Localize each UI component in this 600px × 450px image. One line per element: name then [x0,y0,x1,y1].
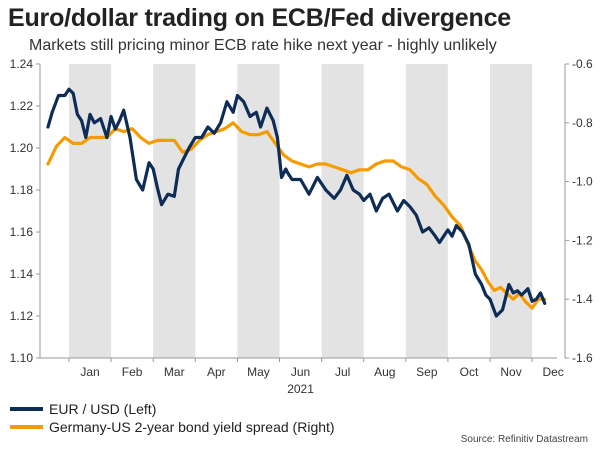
right-tick-label: -0.6 [572,57,593,71]
left-tick-label: 1.20 [10,141,34,155]
x-tick-label: Aug [374,365,395,379]
x-tick-label: Nov [500,365,521,379]
right-tick-label: -0.8 [572,116,593,130]
right-tick-label: -1.4 [572,292,593,306]
source-note: Source: Refinitiv Datastream [460,434,588,445]
legend-swatch-eurusd [10,407,43,411]
shaded-month-band-1 [153,64,196,358]
chart-legend: EUR / USD (Left) Germany-US 2-year bond … [10,400,335,436]
x-tick-label: Mar [164,365,185,379]
series-line-eurusd [46,87,547,318]
series-line-spread [46,121,547,310]
left-tick-label: 1.12 [10,309,34,323]
x-tick-label: Feb [122,365,143,379]
legend-label-spread: Germany-US 2-year bond yield spread (Rig… [49,419,335,435]
legend-swatch-spread [10,425,43,429]
x-axis-year-label: 2021 [287,382,314,396]
left-tick-label: 1.10 [10,351,34,365]
axes: 1.10 1.12 1.14 1.16 1.18 1.20 1.22 1.24 -0.6 -0.8… [10,57,593,396]
legend-item-spread: Germany-US 2-year bond yield spread (Rig… [10,418,335,436]
x-tick-label: Apr [207,365,226,379]
left-tick-label: 1.24 [10,57,34,71]
x-tick-label: Dec [542,365,563,379]
left-tick-label: 1.16 [10,225,34,239]
shaded-month-band-3 [321,64,364,358]
right-tick-label: -1.6 [572,351,593,365]
shaded-month-band-2 [237,64,280,358]
x-tick-label: Jun [291,365,310,379]
shaded-month-band-5 [490,64,533,358]
x-tick-label: Jul [335,365,350,379]
x-tick-label: Oct [460,365,479,379]
left-tick-label: 1.22 [10,99,34,113]
legend-item-eurusd: EUR / USD (Left) [10,400,335,418]
legend-label-eurusd: EUR / USD (Left) [49,401,157,417]
month-shading [69,64,533,358]
left-tick-label: 1.18 [10,183,34,197]
left-tick-label: 1.14 [10,267,34,281]
x-tick-label: Sep [416,365,438,379]
x-tick-label: Jan [80,365,99,379]
series-lines [46,87,547,318]
right-tick-label: -1.2 [572,233,593,247]
chart-subtitle: Markets still pricing minor ECB rate hik… [29,37,497,54]
x-tick-label: May [247,365,270,379]
right-tick-label: -1.0 [572,175,593,189]
chart-title: Euro/dollar trading on ECB/Fed divergenc… [8,4,511,32]
